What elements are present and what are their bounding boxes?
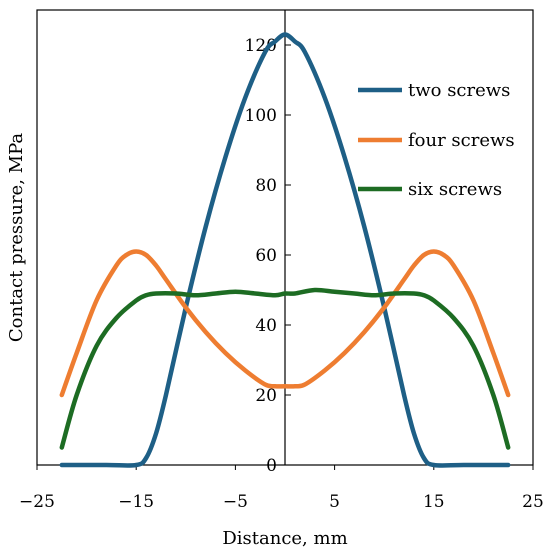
x-tick-label: −15: [118, 492, 154, 512]
y-tick-label: 0: [266, 456, 277, 476]
legend-label-four-screws: four screws: [408, 130, 515, 151]
y-tick-label: 120: [245, 36, 277, 56]
y-axis-label: Contact pressure, MPa: [6, 133, 27, 342]
y-tick-label: 80: [255, 176, 277, 196]
legend: two screws four screws six screws: [358, 80, 515, 200]
x-tick-label: 5: [329, 492, 340, 512]
series-line-four-screws: [59, 249, 511, 398]
y-tick-label: 60: [255, 246, 277, 266]
legend-label-six-screws: six screws: [408, 179, 502, 200]
x-tick-label: −25: [19, 492, 55, 512]
legend-label-two-screws: two screws: [408, 80, 510, 101]
y-tick-label: 100: [245, 106, 277, 126]
x-axis-label: Distance, mm: [222, 528, 347, 549]
series-line-two-screws: [59, 32, 511, 468]
x-axis-ticks: −25 −15 −5 5 15 25: [19, 465, 544, 512]
y-tick-label: 40: [255, 316, 277, 336]
plot-frame: [36, 9, 534, 466]
y-axis-ticks: 0 20 40 60 80 100 120: [245, 36, 291, 476]
series-layer: [59, 32, 511, 468]
x-tick-label: 25: [522, 492, 544, 512]
y-tick-label: 20: [255, 386, 277, 406]
x-tick-label: 15: [423, 492, 445, 512]
x-tick-label: −5: [223, 492, 248, 512]
series-line-six-screws: [59, 287, 511, 450]
